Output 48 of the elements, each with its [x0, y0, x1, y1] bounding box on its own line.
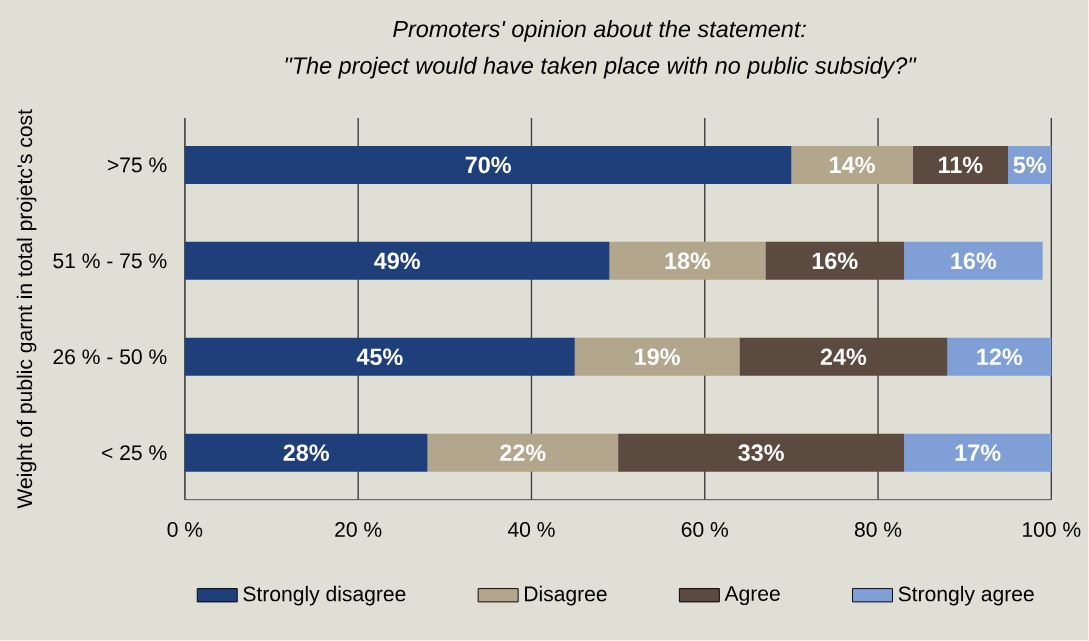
bar [947, 337, 1052, 376]
legend-label: Strongly disagree [243, 586, 406, 606]
data-label: 14% [830, 156, 875, 174]
bar [618, 433, 905, 472]
data-label: 5% [1013, 156, 1046, 174]
data-label: 18% [665, 252, 711, 270]
chart-subtitle: "The project would have taken place with no public subsidy?" [285, 56, 917, 79]
bar [609, 242, 766, 281]
x-tick-label: 40 % [507, 522, 555, 538]
bar [791, 146, 913, 185]
bar [765, 242, 905, 281]
data-label: 24% [820, 348, 867, 366]
bar [184, 433, 428, 472]
bar [427, 433, 619, 472]
y-tick-label: >75 % [107, 157, 167, 173]
data-label: 12% [977, 348, 1023, 366]
data-label: 28% [283, 444, 329, 462]
data-label: 45% [356, 348, 403, 366]
data-label: 16% [812, 252, 858, 270]
bar [184, 337, 575, 376]
legend-label: Agree [724, 586, 780, 606]
y-axis-title: Weight of public garnt in total projetc's cost [16, 109, 37, 509]
bar [574, 337, 740, 376]
data-label: 19% [635, 348, 680, 366]
legend-label: Disagree [525, 586, 607, 606]
y-tick-label: 51 % - 75 % [53, 253, 167, 269]
bar [184, 146, 792, 185]
bar [904, 433, 1052, 472]
data-label: 22% [500, 444, 546, 462]
y-tick-label: < 25 % [102, 445, 167, 461]
bar [184, 242, 610, 281]
x-tick-label: 20 % [335, 522, 382, 538]
data-label: 16% [951, 252, 997, 270]
y-tick-label: 26 % - 50 % [53, 349, 167, 365]
bar [739, 337, 948, 376]
data-label: 17% [955, 444, 1001, 462]
bar [904, 242, 1043, 281]
data-label: 11% [939, 156, 983, 174]
legend-label: Strongly agree [898, 586, 1034, 606]
x-tick-label: 100 % [1023, 522, 1081, 538]
chart-title: Promoters' opinion about the statement: [393, 20, 806, 43]
x-tick-label: 80 % [854, 522, 902, 538]
data-label: 33% [738, 444, 784, 462]
bar [912, 146, 1008, 185]
data-label: 49% [374, 252, 420, 270]
data-label: 70% [465, 156, 511, 174]
x-tick-label: 60 % [681, 522, 728, 538]
x-tick-label: 0 % [167, 522, 203, 538]
